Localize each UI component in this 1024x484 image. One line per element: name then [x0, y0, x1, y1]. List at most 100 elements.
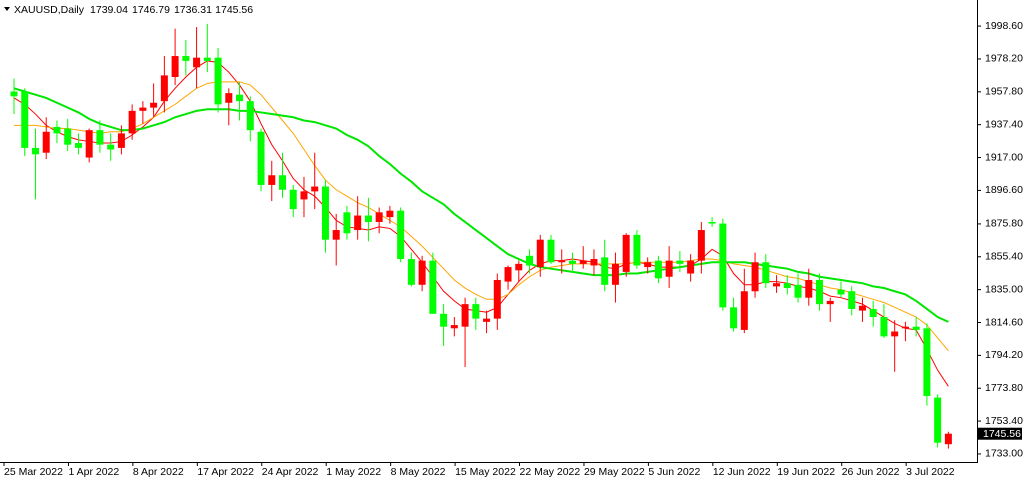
- candle-body: [171, 56, 179, 77]
- candle-body: [96, 130, 104, 145]
- candle-body: [246, 101, 254, 131]
- plot-area: [10, 23, 952, 449]
- x-tick-label: 22 May 2022: [520, 466, 581, 478]
- x-tick-label: 25 Mar 2022: [4, 466, 63, 478]
- x-tick-label: 17 Apr 2022: [197, 466, 254, 478]
- candle-body: [472, 304, 480, 319]
- candle-body: [74, 143, 82, 148]
- candle-body: [160, 75, 168, 102]
- candle-body: [912, 326, 920, 330]
- candle-body: [107, 144, 115, 150]
- candle-body: [805, 279, 813, 298]
- candle-body: [622, 234, 630, 272]
- candle-body: [568, 260, 576, 264]
- x-tick-label: 19 Jun 2022: [777, 466, 835, 478]
- candle-body: [85, 130, 93, 158]
- candle-body: [923, 328, 931, 396]
- candle-body: [869, 308, 877, 318]
- candle-body: [740, 291, 748, 330]
- candle-body: [783, 283, 791, 289]
- candle-body: [504, 267, 512, 282]
- y-tick-label: 1917.00: [985, 151, 1023, 163]
- candle-body: [644, 262, 652, 268]
- candle-body: [279, 175, 286, 190]
- x-tick-label: 5 Jun 2022: [648, 466, 700, 478]
- candle-body: [343, 212, 351, 234]
- candle-body: [429, 260, 437, 314]
- x-tick-label: 3 Jul 2022: [906, 466, 955, 478]
- candle-body: [300, 191, 308, 200]
- candle-body: [31, 147, 39, 155]
- candle-body: [848, 291, 856, 309]
- candle-body: [590, 259, 598, 266]
- candle-body: [601, 257, 609, 285]
- candle-body: [397, 210, 405, 260]
- candle-body: [139, 107, 147, 111]
- y-tick-label: 1875.80: [985, 218, 1023, 230]
- candle-body: [203, 57, 211, 61]
- candle-body: [64, 128, 72, 145]
- low-value: 1736.31: [174, 4, 212, 16]
- collapse-icon[interactable]: [4, 7, 10, 11]
- candle-body: [42, 131, 50, 153]
- candle-body: [944, 433, 952, 445]
- candle-body: [558, 260, 566, 263]
- x-tick-label: 26 Jun 2022: [842, 466, 900, 478]
- candle-body: [354, 215, 362, 231]
- candle-body: [225, 93, 233, 103]
- candle-body: [611, 263, 619, 285]
- candle-body: [493, 279, 501, 319]
- y-tick-label: 1978.20: [985, 53, 1023, 65]
- candle-body: [751, 262, 759, 292]
- candle-body: [193, 57, 201, 68]
- candle-body: [826, 300, 834, 305]
- y-tick-label: 1835.00: [985, 283, 1023, 295]
- candle-body: [418, 260, 426, 285]
- candle-body: [547, 239, 555, 263]
- moving-average: [13, 87, 949, 323]
- candle-body: [891, 331, 899, 337]
- candle-body: [461, 304, 469, 327]
- candle-body: [654, 260, 662, 279]
- y-tick-label: 1814.60: [985, 316, 1023, 328]
- y-tick-label: 1855.40: [985, 251, 1023, 263]
- candle-body: [10, 91, 18, 97]
- x-tick-label: 12 Jun 2022: [713, 466, 771, 478]
- candle-body: [526, 255, 534, 266]
- candle-body: [386, 210, 394, 218]
- chart-title: XAUUSD,Daily 1739.04 1746.79 1736.31 1745.56: [14, 4, 253, 16]
- candle-body: [858, 305, 866, 311]
- x-tick-label: 1 May 2022: [326, 466, 381, 478]
- candle-body: [311, 186, 319, 192]
- x-tick-label: 15 May 2022: [455, 466, 516, 478]
- y-tick-label: 1937.40: [985, 118, 1023, 130]
- open-value: 1739.04: [90, 4, 128, 16]
- candle-body: [182, 56, 190, 61]
- candle-body: [236, 94, 244, 102]
- candle-body: [880, 317, 888, 337]
- y-tick-label: 1896.60: [985, 184, 1023, 196]
- candle-body: [837, 289, 845, 295]
- y-tick-label: 1753.40: [985, 415, 1023, 427]
- candle-body: [21, 91, 29, 148]
- candle-body: [128, 110, 136, 134]
- candle-body: [901, 326, 909, 329]
- y-tick-label: 1773.80: [985, 382, 1023, 394]
- x-tick-label: 8 Apr 2022: [133, 466, 184, 478]
- y-tick-label: 1998.60: [985, 20, 1023, 32]
- candle-body: [214, 57, 222, 105]
- y-tick-label: 1733.00: [985, 448, 1023, 460]
- price-marker: [978, 427, 1022, 440]
- y-tick-label: 1794.20: [985, 349, 1023, 361]
- candle-body: [515, 263, 523, 271]
- candle-body: [934, 397, 942, 443]
- candle-body: [536, 239, 544, 268]
- candle-body: [697, 230, 705, 261]
- x-tick-label: 29 May 2022: [584, 466, 645, 478]
- candle-body: [364, 215, 372, 222]
- y-tick-label: 1957.80: [985, 86, 1023, 98]
- moving-average: [13, 60, 949, 387]
- candle-body: [730, 307, 738, 329]
